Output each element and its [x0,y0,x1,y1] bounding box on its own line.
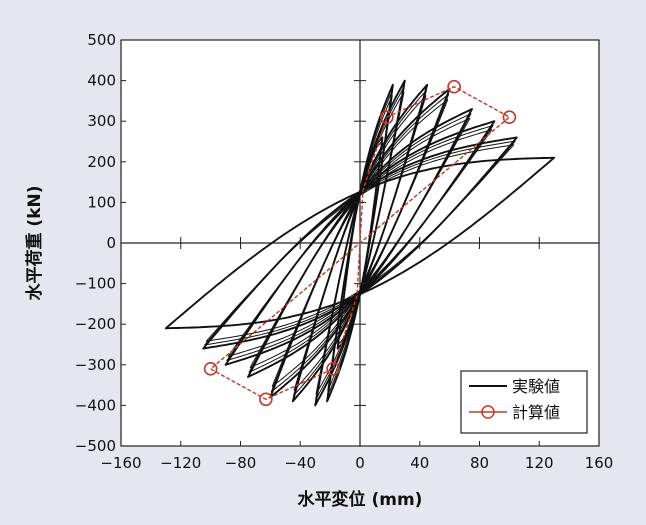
hysteresis-loop [271,99,449,387]
calculated-point [326,362,340,376]
calculated-point [203,362,218,376]
legend-box [460,370,588,434]
ticks-layer: −160 −120 −80 −40 0 40 80 120 160500400300200100… [75,31,614,472]
x-tick-label: −80 [225,454,257,472]
legend-exp-label: 実験値 [512,377,560,396]
x-tick-label: 80 [470,454,489,472]
calculated-envelope [210,85,511,401]
y-tick-label: −400 [75,396,116,414]
legend-calc-label: 計算値 [512,403,560,422]
calculated-point [502,110,517,124]
y-tick-label: 400 [87,72,116,90]
y-axis-title: 水平荷重 (kN) [24,186,45,301]
legend: 実験値 計算値 [460,370,588,434]
hysteresis-loop [293,95,427,391]
y-tick-label: −300 [75,356,116,374]
experimental-loops [164,79,556,407]
hysteresis-loop [227,129,493,357]
legend-calc-marker [481,405,495,419]
hysteresis-loop [315,91,405,395]
x-tick-label: 160 [585,454,614,472]
y-tick-label: 200 [87,153,116,171]
y-tick-label: −500 [75,437,116,455]
hysteresis-loop [327,95,393,391]
hysteresis-loop [164,156,556,330]
y-tick-label: −100 [75,275,116,293]
y-tick-label: −200 [75,315,116,333]
data-layer [164,79,556,407]
y-tick-label: 500 [87,31,116,49]
calculated-point [447,79,461,94]
x-tick-label: −160 [100,454,141,472]
y-tick-label: 100 [87,193,116,211]
hysteresis-loop [205,144,515,342]
calculated-point [259,392,273,407]
y-tick-label: 0 [106,234,116,252]
x-tick-label: −120 [160,454,201,472]
hysteresis-loop [249,117,471,369]
hysteresis-loop [202,136,518,350]
x-tick-label: 40 [410,454,429,472]
hysteresis-loop [204,140,516,346]
x-tick-label: −40 [284,454,316,472]
calculated-point [380,110,394,124]
x-tick-label: 0 [355,454,365,472]
x-tick-label: 120 [525,454,554,472]
calculated-series [203,79,517,407]
y-tick-label: 300 [87,112,116,130]
x-axis-title: 水平変位 (mm) [298,489,423,510]
